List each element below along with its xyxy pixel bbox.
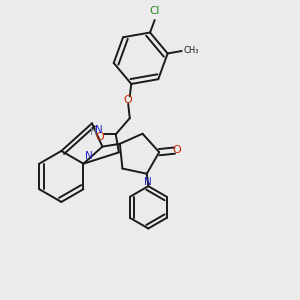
Text: N: N (85, 151, 93, 161)
Text: O: O (124, 95, 133, 105)
Text: Cl: Cl (149, 6, 160, 16)
Text: N: N (143, 178, 151, 188)
Text: CH₃: CH₃ (183, 46, 199, 56)
Text: H: H (90, 128, 98, 137)
Text: O: O (95, 133, 104, 142)
Text: O: O (173, 145, 182, 155)
Text: N: N (95, 125, 103, 135)
